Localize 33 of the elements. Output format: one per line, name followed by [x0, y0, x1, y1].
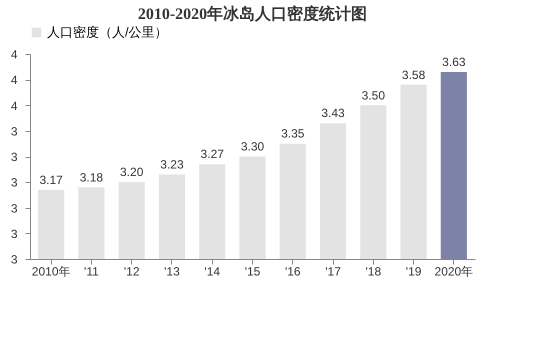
data-label: 3.43 [321, 106, 346, 120]
data-label: 3.20 [120, 165, 144, 180]
data-label: 3.30 [240, 140, 264, 154]
y-tick-label: 3 [10, 252, 18, 266]
x-tick-label: '13 [164, 264, 180, 278]
data-label: 3.63 [442, 54, 466, 69]
y-tick-label: 3 [10, 150, 18, 164]
x-tick-label: '15 [244, 264, 261, 278]
x-tick-label: '19 [406, 264, 422, 278]
x-tick-label: 2020年 [434, 264, 474, 278]
data-label: 3.50 [362, 88, 386, 102]
y-tick-label: 3 [10, 176, 18, 190]
y-tick-label: 3 [10, 201, 18, 216]
data-label: 3.27 [200, 147, 224, 162]
data-label: 3.58 [402, 68, 426, 82]
data-label: 3.18 [80, 170, 104, 184]
legend-label: 人口密度（人/公里） [47, 24, 168, 40]
y-tick-label: 4 [10, 73, 18, 88]
x-tick-label: 2010年 [32, 264, 70, 278]
x-tick-label: '14 [204, 264, 220, 278]
x-tick-label: '18 [365, 264, 382, 278]
y-tick-label: 3 [10, 226, 18, 241]
data-label: 3.35 [281, 126, 305, 141]
data-label: 3.17 [39, 172, 64, 187]
y-tick-label: 3 [10, 124, 18, 138]
chart-title: 2010-2020年冰岛人口密度统计图 [138, 4, 368, 23]
y-tick-label: 4 [10, 48, 18, 62]
y-tick-label: 4 [10, 98, 18, 113]
data-label: 3.23 [160, 157, 184, 172]
x-tick-label: '16 [284, 264, 301, 278]
x-tick-label: '17 [325, 264, 342, 278]
x-tick-label: '11 [84, 264, 100, 278]
x-tick-label: '12 [124, 264, 140, 278]
